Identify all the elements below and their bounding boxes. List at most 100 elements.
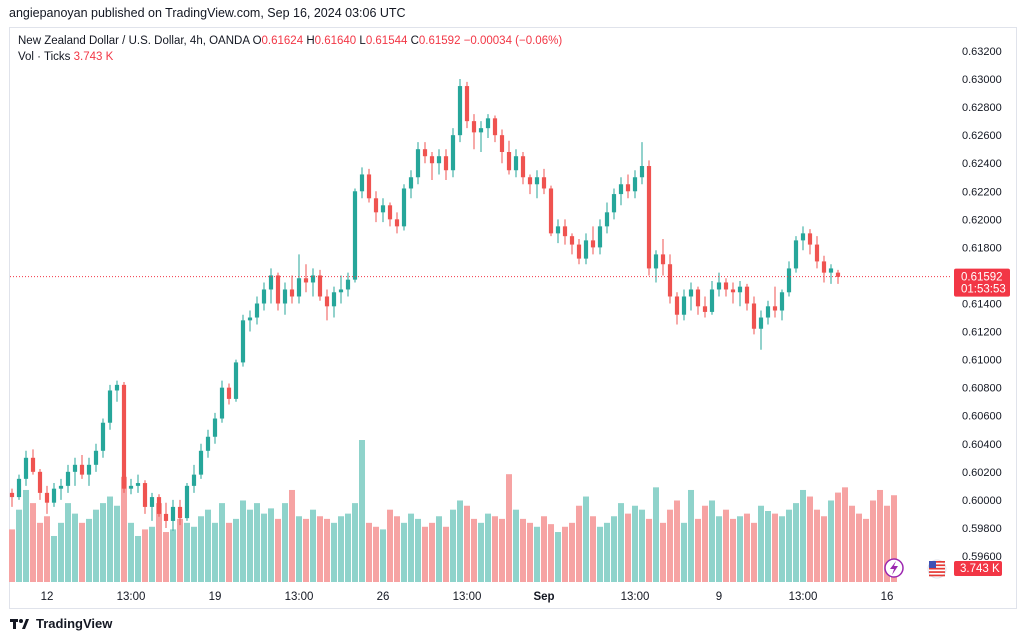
volume-bar — [247, 509, 253, 582]
y-tick-label: 0.63000 — [962, 74, 1002, 86]
candle-body — [121, 384, 127, 489]
candle-body — [380, 205, 386, 213]
candle-body — [408, 177, 414, 189]
us-flag-stripe — [929, 571, 945, 573]
volume-bar — [821, 516, 827, 582]
candle — [268, 268, 274, 304]
candle-body — [415, 149, 421, 178]
candle — [506, 140, 512, 175]
candle — [681, 289, 687, 321]
volume-bar — [835, 492, 841, 582]
candle-body — [751, 303, 757, 329]
candle — [828, 264, 834, 284]
candle — [51, 483, 57, 507]
volume-bar — [219, 503, 225, 582]
candle-body — [639, 166, 645, 178]
candle-body — [212, 418, 218, 437]
symbol-title[interactable]: New Zealand Dollar / U.S. Dollar, 4h, OA… — [18, 35, 250, 47]
volume-bar — [226, 522, 232, 582]
candle-body — [254, 303, 260, 318]
candle — [303, 264, 309, 293]
candle — [65, 464, 71, 493]
volume-bar — [100, 503, 106, 582]
candle — [93, 443, 99, 472]
volume-bar — [772, 513, 778, 582]
candle — [723, 278, 729, 297]
volume-bar — [590, 516, 596, 582]
candle — [219, 380, 225, 423]
candle — [464, 81, 470, 129]
volume-bar — [212, 522, 218, 582]
volume-bar — [611, 516, 617, 582]
y-tick-label: 0.60400 — [962, 439, 1002, 451]
candle-body — [135, 483, 141, 486]
candles — [9, 79, 841, 531]
lightning-icon[interactable] — [884, 558, 904, 578]
x-tick-label: 16 — [881, 591, 894, 603]
candle-body — [177, 506, 183, 519]
volume-bar — [765, 511, 771, 582]
volume-bar — [380, 529, 386, 582]
candle-body — [79, 464, 85, 475]
volume-bar — [646, 518, 652, 582]
volume-bar — [541, 516, 547, 582]
candle — [184, 483, 190, 521]
candle — [240, 314, 246, 367]
volume-bar — [562, 526, 568, 582]
volume-bar — [779, 516, 785, 582]
volume-bar — [345, 513, 351, 582]
candle — [163, 502, 169, 528]
volume-bar — [723, 509, 729, 582]
candle — [177, 499, 183, 526]
candle-body — [219, 387, 225, 419]
chart-panel[interactable] — [9, 27, 1017, 609]
candle — [170, 499, 176, 531]
candle-body — [107, 390, 113, 423]
volume-bar — [303, 518, 309, 582]
candle-body — [268, 275, 274, 290]
candle-body — [520, 156, 526, 178]
y-tick-label: 0.62000 — [962, 214, 1002, 226]
volume-bar — [625, 513, 631, 582]
candle — [457, 79, 463, 143]
volume-bar — [338, 516, 344, 582]
volume-bar — [702, 505, 708, 582]
volume-bar — [79, 522, 85, 582]
low-label: L — [359, 35, 366, 47]
candle-body — [163, 513, 169, 521]
volume-bar — [793, 503, 799, 582]
x-tick-label: 13:00 — [621, 591, 650, 603]
volume-label[interactable]: Vol · Ticks — [18, 51, 71, 63]
volume-bar — [499, 518, 505, 582]
volume-value: 3.743 K — [73, 51, 114, 63]
candle-body — [457, 86, 463, 136]
candle — [289, 275, 295, 304]
volume-bar — [870, 500, 876, 582]
candle-body — [709, 289, 715, 312]
candle — [282, 282, 288, 315]
volume-bar — [506, 474, 512, 582]
candle-body — [814, 244, 820, 262]
volume-bar — [121, 476, 127, 582]
candle — [800, 226, 806, 251]
candle — [198, 443, 204, 479]
candle — [72, 457, 78, 486]
candle — [436, 149, 442, 175]
candle-body — [289, 289, 295, 297]
y-tick-label: 0.62800 — [962, 102, 1002, 114]
candle — [415, 142, 421, 185]
volume-bar — [422, 526, 428, 582]
candle-body — [114, 384, 120, 391]
candle — [492, 115, 498, 143]
candle-body — [240, 320, 246, 363]
candle — [576, 238, 582, 265]
legend-volume-row: Vol · Ticks 3.743 K — [18, 49, 562, 65]
candle-body — [184, 485, 190, 519]
candle — [478, 121, 484, 152]
volume-bar — [184, 522, 190, 582]
candle-body — [793, 240, 799, 269]
volume-bar — [366, 522, 372, 582]
candle — [527, 174, 533, 195]
